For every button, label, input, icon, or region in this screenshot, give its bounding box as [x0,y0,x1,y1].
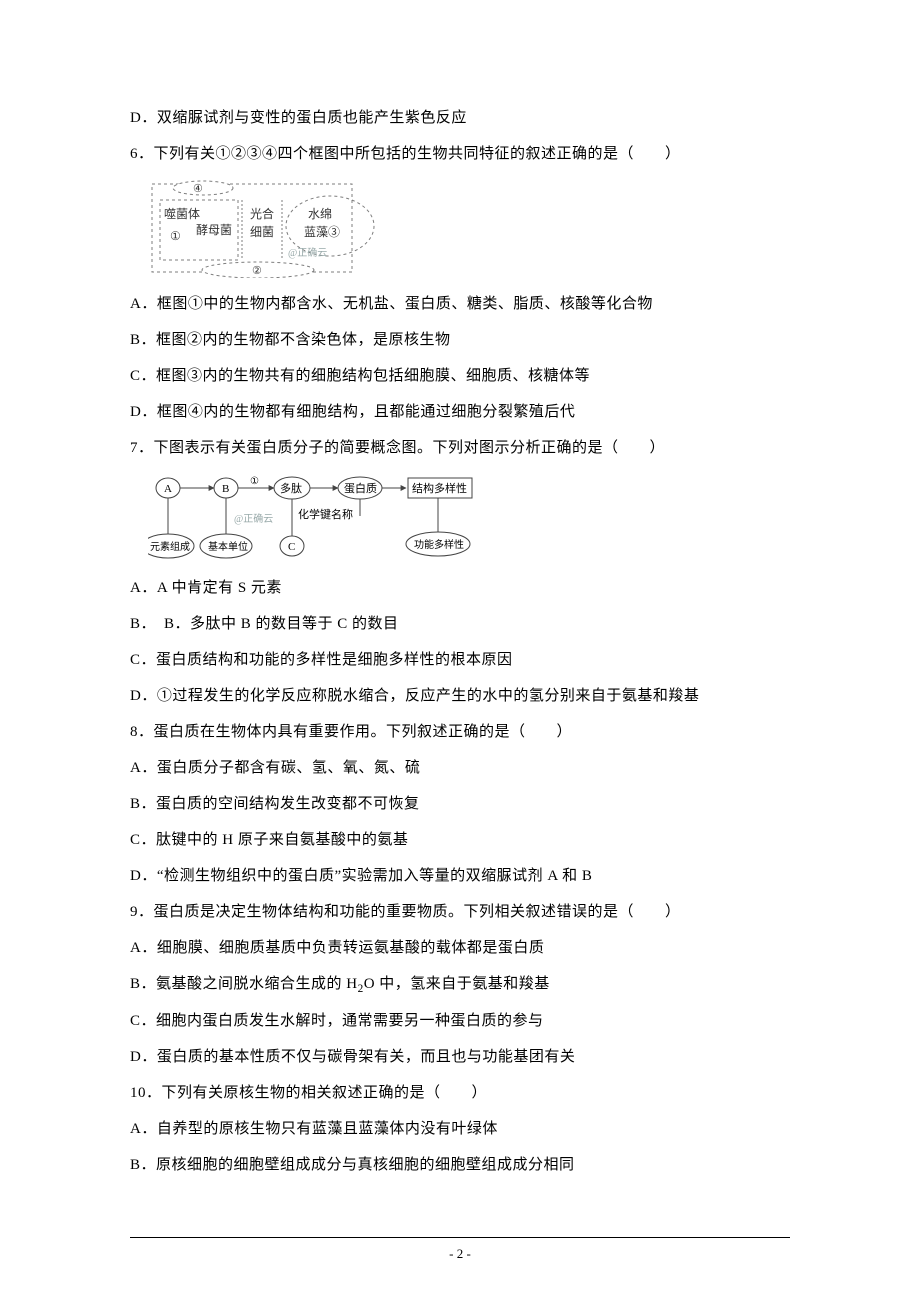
q7-option-c: C．蛋白质结构和功能的多样性是细胞多样性的根本原因 [130,642,790,678]
svg-text:A: A [164,483,172,495]
q9-option-d: D．蛋白质的基本性质不仅与碳骨架有关，而且也与功能基团有关 [130,1039,790,1075]
q7-option-b: B． B．多肽中 B 的数目等于 C 的数目 [130,606,790,642]
q9-option-b: B．氨基酸之间脱水缩合生成的 H2O 中，氢来自于氨基和羧基 [130,966,790,1003]
svg-text:①: ① [250,476,259,487]
q9-option-a: A．细胞膜、细胞质基质中负责转运氨基酸的载体都是蛋白质 [130,930,790,966]
svg-text:化学键名称: 化学键名称 [298,507,353,521]
q6-option-c: C．框图③内的生物共有的细胞结构包括细胞膜、细胞质、核糖体等 [130,358,790,394]
q9b-pre: B．氨基酸之间脱水缩合生成的 H [130,976,358,992]
q6-option-d: D．框图④内的生物都有细胞结构，且都能通过细胞分裂繁殖后代 [130,394,790,430]
svg-text:噬菌体: 噬菌体 [164,206,200,221]
svg-text:功能多样性: 功能多样性 [414,538,464,551]
q7-stem: 7．下图表示有关蛋白质分子的简要概念图。下列对图示分析正确的是（ ） [130,430,790,466]
q8-stem: 8．蛋白质在生物体内具有重要作用。下列叙述正确的是（ ） [130,714,790,750]
q7-option-a: A．A 中肯定有 S 元素 [130,570,790,606]
svg-text:光合: 光合 [250,206,274,221]
svg-text:②: ② [252,265,262,277]
svg-text:@正确云: @正确云 [288,246,327,259]
q8-option-c: C．肽键中的 H 原子来自氨基酸中的氨基 [130,822,790,858]
svg-text:④: ④ [193,183,203,195]
q8-option-b: B．蛋白质的空间结构发生改变都不可恢复 [130,786,790,822]
q5-option-d: D．双缩脲试剂与变性的蛋白质也能产生紫色反应 [130,100,790,136]
q10-option-b: B．原核细胞的细胞壁组成成分与真核细胞的细胞壁组成成分相同 [130,1147,790,1183]
q10-option-a: A．自养型的原核生物只有蓝藻且蓝藻体内没有叶绿体 [130,1111,790,1147]
document-page: D．双缩脲试剂与变性的蛋白质也能产生紫色反应 6．下列有关①②③④四个框图中所包… [0,0,920,1302]
q8-option-d: D．“检测生物组织中的蛋白质”实验需加入等量的双缩脲试剂 A 和 B [130,858,790,894]
svg-text:酵母菌: 酵母菌 [196,223,232,237]
svg-text:B: B [222,483,229,495]
q9-option-c: C．细胞内蛋白质发生水解时，通常需要另一种蛋白质的参与 [130,1003,790,1039]
svg-text:元素组成: 元素组成 [150,540,190,553]
q7-figure: A B ① 多肽 蛋白质 结构多样性 化学键名称 @正确云 元素组 [148,472,790,562]
q10-stem: 10．下列有关原核生物的相关叙述正确的是（ ） [130,1075,790,1111]
svg-text:@正确云: @正确云 [234,512,273,525]
q6-option-b: B．框图②内的生物都不含染色体，是原核生物 [130,322,790,358]
svg-text:结构多样性: 结构多样性 [412,481,467,495]
svg-text:蛋白质: 蛋白质 [344,481,377,495]
svg-text:蓝藻③: 蓝藻③ [304,225,340,239]
q9b-post: O 中，氢来自于氨基和羧基 [364,976,550,992]
q6-stem: 6．下列有关①②③④四个框图中所包括的生物共同特征的叙述正确的是（ ） [130,136,790,172]
q6-option-a: A．框图①中的生物内都含水、无机盐、蛋白质、糖类、脂质、核酸等化合物 [130,286,790,322]
svg-text:多肽: 多肽 [280,481,302,495]
q7-option-d: D．①过程发生的化学反应称脱水缩合，反应产生的水中的氢分别来自于氨基和羧基 [130,678,790,714]
svg-text:细菌: 细菌 [250,225,274,239]
footer-rule [130,1237,790,1238]
svg-text:基本单位: 基本单位 [208,540,248,553]
q9-stem: 9．蛋白质是决定生物体结构和功能的重要物质。下列相关叙述错误的是（ ） [130,894,790,930]
q8-option-a: A．蛋白质分子都含有碳、氢、氧、氮、硫 [130,750,790,786]
svg-text:①: ① [170,229,181,243]
page-number: - 2 - [0,1246,920,1262]
q6-figure: ④ 噬菌体 ① 酵母菌 光合 细菌 水绵 蓝藻③ ② @正确云 [148,178,790,278]
svg-text:水绵: 水绵 [308,207,332,221]
svg-text:C: C [288,541,295,553]
